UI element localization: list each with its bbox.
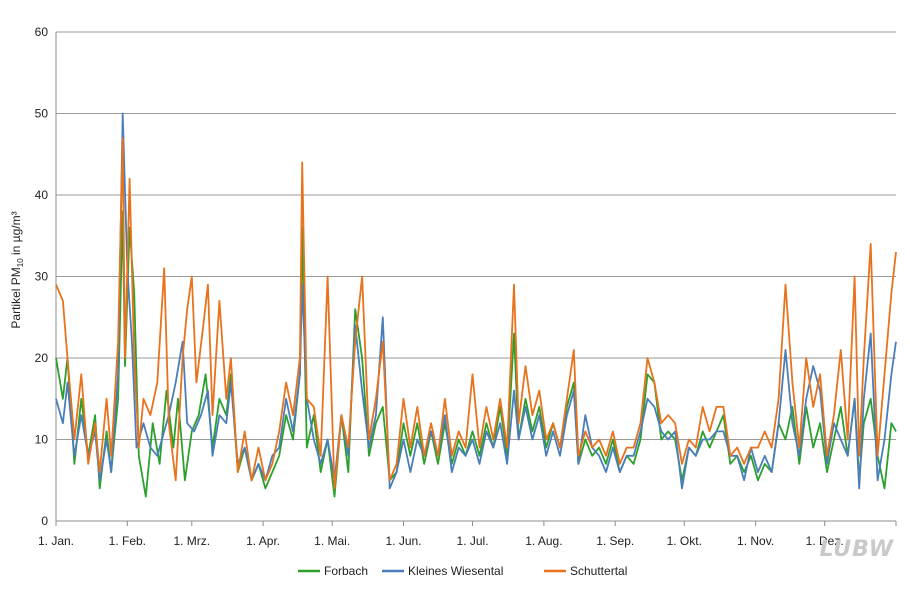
x-tick-label: 1. Dez. <box>806 534 844 548</box>
y-tick-label: 40 <box>35 188 49 202</box>
x-tick-label: 1. Nov. <box>737 534 774 548</box>
x-tick-label: 1. Feb. <box>109 534 146 548</box>
legend-label: Kleines Wiesental <box>408 564 503 578</box>
y-tick-label: 10 <box>35 433 49 447</box>
legend: Forbach Kleines Wiesental Schuttertal <box>298 564 627 578</box>
legend-label: Forbach <box>324 564 368 578</box>
y-axis-label: Partikel PM10 in µg/m³ <box>9 211 25 328</box>
series-line-kleines-wiesental <box>55 112 897 490</box>
x-tick-label: 1. Sep. <box>596 534 634 548</box>
watermark-logo: LUBW <box>819 537 894 562</box>
axes <box>55 32 897 526</box>
y-tick-label: 20 <box>35 351 49 365</box>
x-tick-label: 1. Mai. <box>314 534 350 548</box>
tick-labels: 0 10 20 30 40 50 60 1. Jan. 1. Feb. 1. Mrz. 1. Apr… <box>35 25 844 548</box>
x-tick-label: 1. Aug. <box>525 534 562 548</box>
y-tick-label: 60 <box>35 25 49 39</box>
x-tick-label: 1. Jun. <box>385 534 421 548</box>
series-lines <box>55 112 897 498</box>
y-tick-label: 50 <box>35 107 49 121</box>
x-tick-label: 1. Okt. <box>667 534 702 548</box>
y-tick-label: 0 <box>41 514 48 528</box>
x-tick-label: 1. Jul. <box>457 534 489 548</box>
legend-label: Schuttertal <box>570 564 627 578</box>
y-tick-label: 30 <box>35 270 49 284</box>
x-tick-label: 1. Jan. <box>38 534 74 548</box>
series-line-schuttertal <box>55 137 897 490</box>
x-tick-label: 1. Apr. <box>246 534 280 548</box>
x-tick-label: 1. Mrz. <box>173 534 210 548</box>
